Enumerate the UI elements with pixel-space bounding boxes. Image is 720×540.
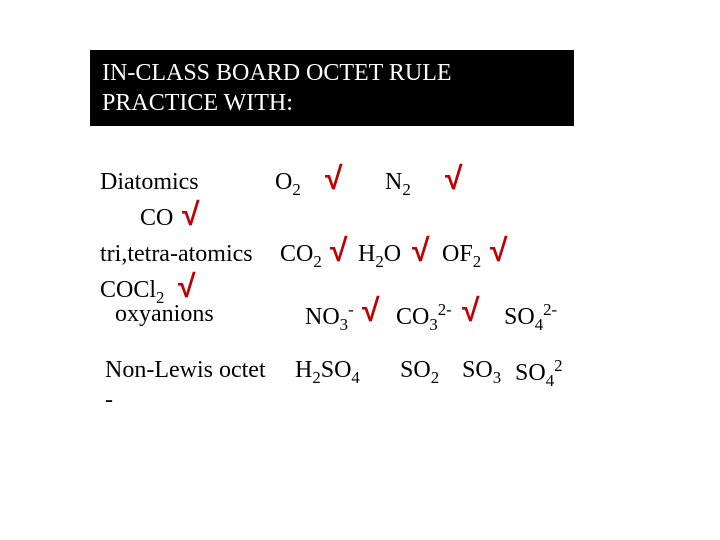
category-oxyanions: oxyanions <box>115 302 214 326</box>
row-oxyanions: oxyanions NO3- √ CO32- √ SO42- <box>100 302 650 338</box>
so3-base: SO <box>462 357 493 383</box>
formula-co3: CO32- <box>396 302 452 334</box>
category-diatomics: Diatomics <box>100 170 199 194</box>
co3-sub: 3 <box>429 315 437 334</box>
o2-sub: 2 <box>292 180 300 199</box>
so3-sub: 3 <box>493 368 501 387</box>
formula-co: CO <box>140 206 173 230</box>
formula-no3: NO3- <box>305 302 354 334</box>
so4b-sub: 4 <box>546 371 554 390</box>
trailing-minus: - <box>105 388 113 412</box>
category-non-lewis: Non-Lewis octet <box>105 358 266 382</box>
so4b-base: SO <box>515 360 546 386</box>
h2so4-sub2: 4 <box>351 368 359 387</box>
check-icon: √ <box>362 294 380 326</box>
no3-sup: - <box>348 300 354 319</box>
so4a-sub: 4 <box>535 315 543 334</box>
so4a-sup: 2- <box>543 300 557 319</box>
formula-n2: N2 <box>385 170 411 199</box>
formula-of2: OF2 <box>442 242 481 271</box>
formula-h2so4: H2SO4 <box>295 358 360 387</box>
formula-so3: SO3 <box>462 358 501 387</box>
check-icon: √ <box>490 234 508 266</box>
n2-base: N <box>385 169 402 195</box>
formula-so4-a: SO42- <box>504 302 557 334</box>
so4a-base: SO <box>504 304 535 330</box>
co2-base: CO <box>280 241 313 267</box>
check-icon: √ <box>325 162 343 194</box>
no3-base: NO <box>305 304 340 330</box>
row-co: CO √ <box>100 206 650 242</box>
check-icon: √ <box>182 198 200 230</box>
h2so4-a: H <box>295 357 312 383</box>
header-line2: PRACTICE WITH: <box>102 90 293 116</box>
co3-sup: 2- <box>438 300 452 319</box>
of2-sub: 2 <box>473 252 481 271</box>
so4b-sup: 2 <box>554 356 562 375</box>
check-icon: √ <box>330 234 348 266</box>
co2-sub: 2 <box>313 252 321 271</box>
o2-base: O <box>275 169 292 195</box>
cocl2-base: COCl <box>100 277 156 303</box>
formula-o2: O2 <box>275 170 301 199</box>
so2-sub: 2 <box>431 368 439 387</box>
no3-sub: 3 <box>340 315 348 334</box>
check-icon: √ <box>462 294 480 326</box>
h2o-a: H <box>358 241 375 267</box>
so2-base: SO <box>400 357 431 383</box>
check-icon: √ <box>445 162 463 194</box>
h2so4-sub1: 2 <box>312 368 320 387</box>
h2o-sub: 2 <box>375 252 383 271</box>
n2-sub: 2 <box>402 180 410 199</box>
row-trailing-minus: - <box>100 394 650 414</box>
content-area: Diatomics O2 √ N2 √ CO √ tri,tetra-atomi… <box>100 170 650 414</box>
header-box: IN-CLASS BOARD OCTET RULE PRACTICE WITH: <box>90 50 574 126</box>
formula-so4-b: SO42 <box>515 358 562 390</box>
co3-base: CO <box>396 304 429 330</box>
h2so4-b: SO <box>321 357 352 383</box>
spacer-row <box>100 338 650 358</box>
h2o-b: O <box>384 241 401 267</box>
check-icon: √ <box>412 234 430 266</box>
check-icon: √ <box>178 270 196 302</box>
of2-base: OF <box>442 241 473 267</box>
formula-h2o: H2O <box>358 242 401 271</box>
header-line1: IN-CLASS BOARD OCTET RULE <box>102 60 452 86</box>
formula-co2: CO2 <box>280 242 322 271</box>
category-tri-tetra: tri,tetra-atomics <box>100 242 253 266</box>
formula-so2: SO2 <box>400 358 439 387</box>
row-non-lewis: Non-Lewis octet H2SO4 SO2 SO3 SO42 <box>100 358 650 394</box>
